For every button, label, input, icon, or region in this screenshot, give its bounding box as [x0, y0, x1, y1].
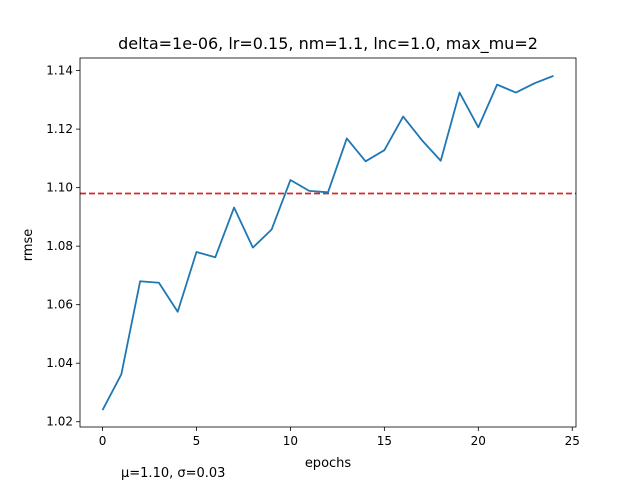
- y-axis-label: rmse: [21, 229, 36, 262]
- y-tick-label: 1.02: [46, 415, 73, 429]
- y-tick-label: 1.12: [46, 122, 73, 136]
- chart-title: delta=1e-06, lr=0.15, nm=1.1, lnc=1.0, m…: [118, 34, 538, 54]
- y-tick-label: 1.08: [46, 239, 73, 253]
- x-tick-label: 5: [193, 434, 201, 448]
- x-tick-label: 25: [565, 434, 580, 448]
- axes-frame: [80, 58, 576, 427]
- y-tick-label: 1.10: [46, 181, 73, 195]
- y-tick-label: 1.04: [46, 356, 73, 370]
- plot-area: 0 5 10 15 20 25 1.02 1.04 1.06 1.08 1.10 1.12 1.14: [46, 58, 580, 448]
- x-tick-label: 15: [377, 434, 392, 448]
- y-tick-label: 1.14: [46, 64, 73, 78]
- series-line-0: [103, 76, 554, 410]
- x-tick-label: 0: [99, 434, 107, 448]
- stats-text: μ=1.10, σ=0.03: [121, 466, 225, 481]
- y-tick-label: 1.06: [46, 298, 73, 312]
- x-tick-label: 20: [471, 434, 486, 448]
- x-axis-label: epochs: [305, 456, 352, 471]
- x-tick-label: 10: [283, 434, 298, 448]
